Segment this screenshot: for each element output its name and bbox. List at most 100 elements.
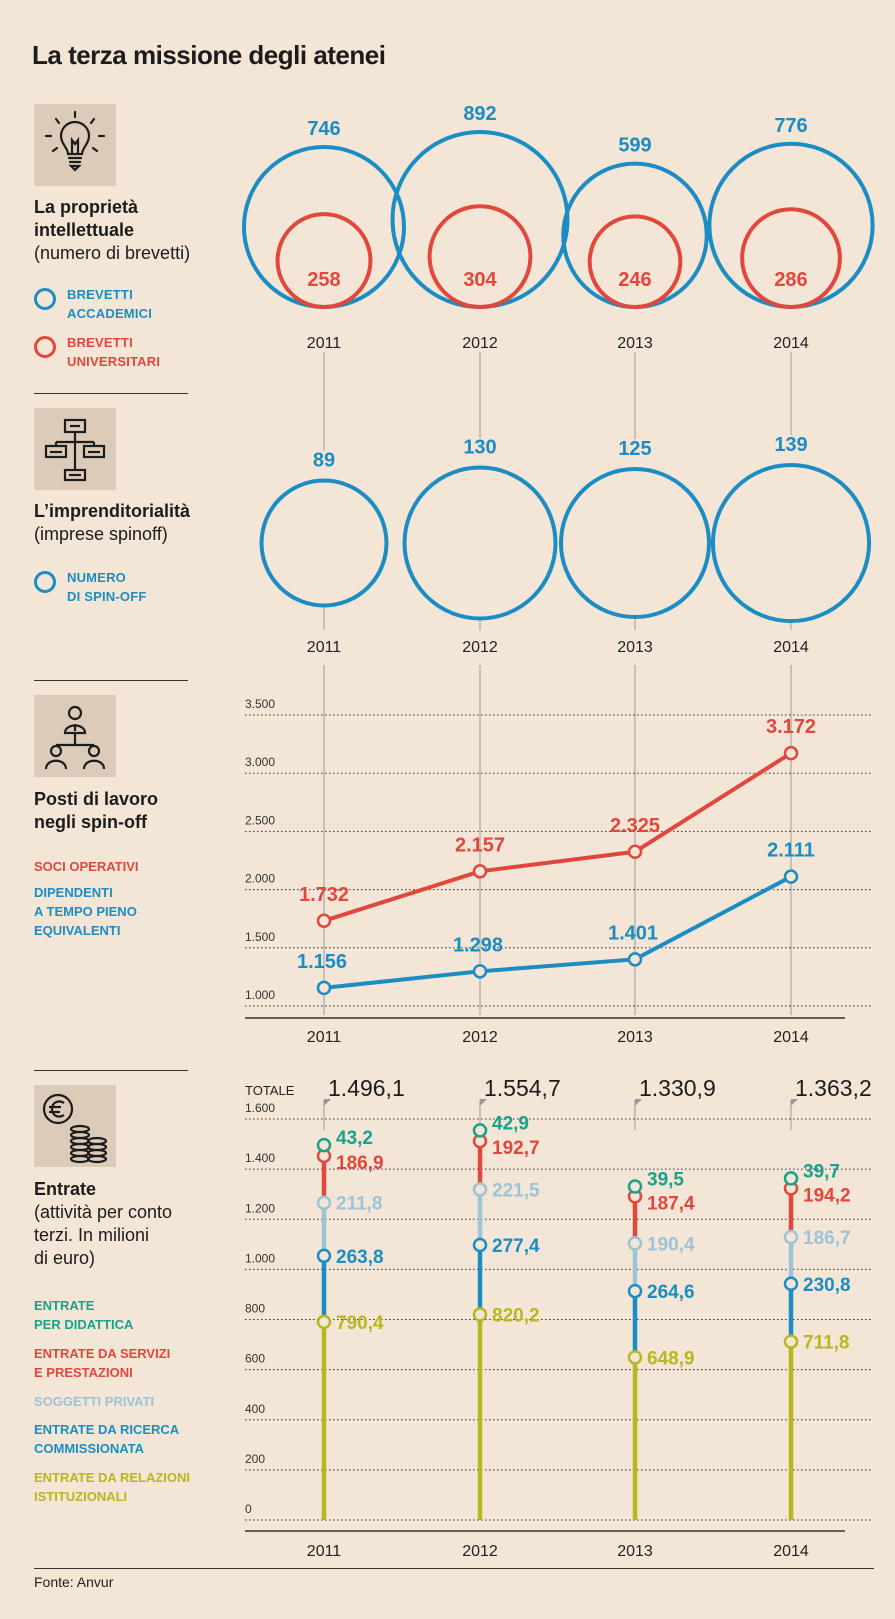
x-tick-label: 2013 (617, 1543, 653, 1560)
data-label: 221,5 (492, 1180, 540, 1201)
data-label: 263,8 (336, 1247, 384, 1268)
people-icon (34, 695, 116, 777)
section-divider (34, 1070, 188, 1071)
data-label-spinoff: 130 (463, 437, 496, 459)
data-label: 2.157 (455, 834, 505, 856)
data-label: 186,9 (336, 1153, 384, 1174)
revenue-section-title: Entrate (attività per conto terzi. In mi… (34, 1179, 173, 1268)
bubble-brevetti-universitari (587, 214, 683, 309)
data-label-universitari: 258 (307, 269, 340, 291)
x-tick-label: 2014 (773, 639, 809, 656)
data-point (472, 964, 488, 979)
section-divider (34, 393, 188, 394)
data-label: 194,2 (803, 1185, 851, 1206)
jobs-section-title: Posti di lavoro negli spin-off (34, 788, 158, 834)
y-tick-label: 600 (245, 1352, 265, 1366)
x-tick-label: 2012 (462, 1029, 498, 1046)
stack-point (316, 1314, 332, 1330)
x-tick-label: 2013 (617, 1029, 653, 1046)
legend-entrate-ricerca: ENTRATE DA RICERCA COMMISSIONATA (34, 1422, 180, 1456)
data-label: 264,6 (647, 1282, 695, 1303)
data-label: 187,4 (647, 1193, 695, 1214)
jobs-title-line1: Posti di lavoro (34, 789, 159, 809)
y-tick-label: 800 (245, 1302, 265, 1316)
data-label-spinoff: 125 (618, 438, 651, 460)
y-tick-label: 200 (245, 1452, 265, 1466)
data-point (316, 980, 332, 996)
stack-point (627, 1350, 643, 1365)
bubble-brevetti-universitari (275, 212, 373, 309)
y-tick-label: 1.000 (245, 1251, 275, 1265)
stack-point (472, 1307, 488, 1322)
data-label-spinoff: 89 (313, 450, 335, 472)
legend-brevetti-accademici: BREVETTI ACCADEMICI (34, 285, 152, 323)
x-tick-label: 2012 (462, 639, 498, 656)
data-label: 39,7 (803, 1161, 840, 1182)
total-value: 1.554,7 (484, 1075, 561, 1101)
legend-numero-spinoff: NUMERO DI SPIN-OFF (34, 568, 146, 606)
legend-soggetti-privati: SOGGETTI PRIVATI (34, 1394, 155, 1409)
legend-brevetti-universitari: BREVETTI UNIVERSITARI (34, 333, 160, 371)
data-label: 790,4 (336, 1313, 384, 1334)
y-tick-label: 2.500 (245, 813, 275, 827)
data-label-universitari: 246 (618, 269, 651, 291)
stack-point (627, 1236, 643, 1251)
data-point (783, 745, 799, 761)
x-tick-label: 2013 (617, 639, 653, 656)
patents-section-title: La proprietà intellettuale (numero di br… (34, 196, 190, 265)
data-point (783, 869, 799, 884)
x-tick-label: 2011 (307, 1543, 342, 1560)
data-point (627, 844, 643, 860)
x-tick-label: 2011 (307, 639, 342, 656)
stack-point (316, 1137, 332, 1153)
y-tick-label: 1.500 (245, 930, 275, 944)
data-point (472, 864, 488, 879)
legend-entrate-didattica: ENTRATE PER DIDATTICA (34, 1298, 134, 1332)
x-tick-label: 2014 (773, 1029, 809, 1046)
x-tick-label: 2012 (462, 1543, 498, 1560)
data-label: 230,8 (803, 1275, 851, 1296)
data-label-spinoff: 139 (774, 434, 807, 456)
spinoff-title: L’imprenditorialità (34, 501, 191, 521)
bubble-brevetti-universitari (427, 204, 533, 309)
section-divider (34, 680, 188, 681)
data-label-universitari: 304 (463, 269, 497, 291)
x-tick-label: 2011 (307, 1029, 342, 1046)
y-tick-label: 2.000 (245, 872, 275, 886)
x-tick-label: 2014 (773, 335, 809, 352)
data-label: 3.172 (766, 716, 816, 738)
stack-point (627, 1179, 643, 1194)
data-label-universitari: 286 (774, 269, 807, 291)
bubble-brevetti-universitari (740, 207, 842, 310)
legend-soci-operativi: SOCI OPERATIVI (34, 859, 139, 874)
data-label: 192,7 (492, 1138, 540, 1159)
data-label: 277,4 (492, 1236, 540, 1257)
stack-point (627, 1283, 643, 1299)
euro-coins-icon (34, 1085, 116, 1167)
x-tick-label: 2014 (773, 1543, 809, 1560)
y-tick-label: 1.200 (245, 1201, 275, 1215)
stack-point (316, 1195, 332, 1210)
bubble-numero-spinoff (259, 478, 389, 608)
data-label: 1.732 (299, 884, 349, 906)
data-label: 711,8 (803, 1333, 850, 1354)
data-label: 211,8 (336, 1194, 383, 1215)
spinoff-subtitle: (imprese spinoff) (34, 524, 168, 544)
total-pointer-icon (480, 1099, 487, 1106)
stack-point (472, 1237, 488, 1253)
patents-title-line1: La proprietà (34, 197, 139, 217)
y-tick-label: 400 (245, 1402, 265, 1416)
data-label: 42,9 (492, 1113, 529, 1134)
bubble-numero-spinoff (558, 466, 712, 620)
patents-title-line2: intellettuale (34, 220, 135, 240)
data-label-accademici: 599 (618, 135, 651, 157)
bubble-numero-spinoff (710, 462, 872, 624)
y-tick-label: 1.400 (245, 1151, 275, 1165)
lightbulb-icon (34, 104, 116, 186)
x-tick-label: 2013 (617, 335, 653, 352)
data-label: 186,7 (803, 1228, 851, 1249)
bottom-rule (34, 1568, 874, 1569)
data-label: 648,9 (647, 1348, 695, 1369)
jobs-title-line2: negli spin-off (34, 812, 147, 832)
